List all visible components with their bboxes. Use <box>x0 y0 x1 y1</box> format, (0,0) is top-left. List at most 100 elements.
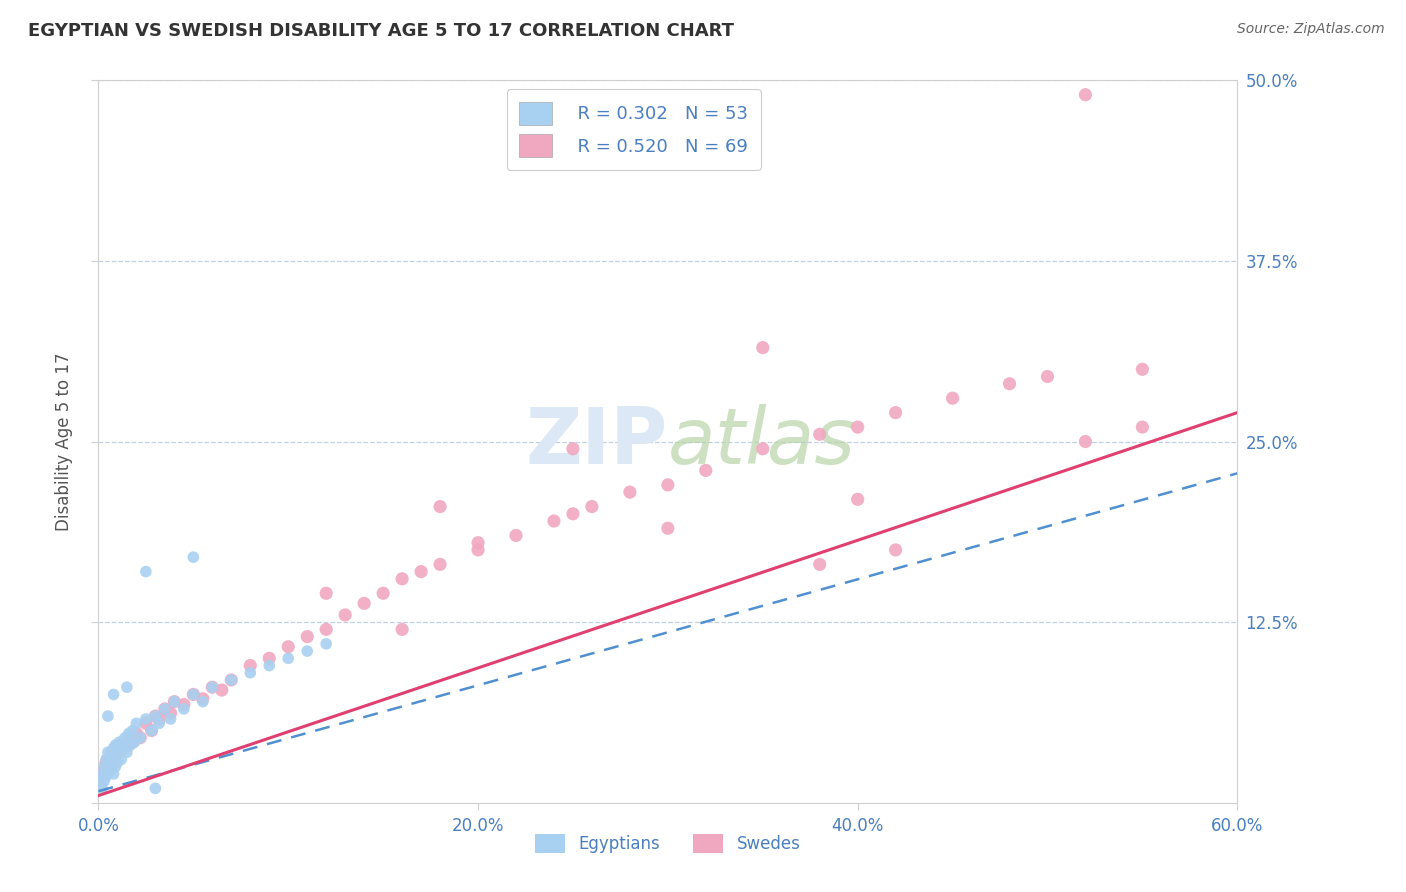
Point <box>211 683 233 698</box>
Point <box>103 687 125 701</box>
Point <box>148 712 170 726</box>
Point <box>94 752 117 766</box>
Point <box>98 764 121 778</box>
Point <box>93 774 115 789</box>
Point <box>98 760 121 774</box>
Point <box>103 752 125 766</box>
Point <box>97 709 120 723</box>
Point <box>125 726 148 740</box>
Point <box>808 558 831 572</box>
Point <box>942 391 965 405</box>
Point <box>100 745 122 759</box>
Point <box>129 731 152 745</box>
Point <box>135 712 157 726</box>
Point <box>752 442 775 456</box>
Point <box>153 702 176 716</box>
Point <box>808 427 831 442</box>
Point <box>104 760 127 774</box>
Point <box>315 637 337 651</box>
Point <box>114 731 136 745</box>
Point <box>135 716 157 731</box>
Point <box>94 770 117 784</box>
Point <box>129 731 152 745</box>
Point <box>752 341 775 355</box>
Point <box>121 735 143 749</box>
Point <box>173 698 195 712</box>
Point <box>103 767 125 781</box>
Point <box>467 542 489 557</box>
Point <box>1132 362 1154 376</box>
Point <box>159 712 181 726</box>
Point <box>104 740 127 755</box>
Legend: Egyptians, Swedes: Egyptians, Swedes <box>529 827 807 860</box>
Point <box>159 706 181 721</box>
Point <box>145 781 167 796</box>
Point <box>411 565 433 579</box>
Point <box>91 767 114 781</box>
Point <box>112 740 135 755</box>
Point <box>391 572 413 586</box>
Point <box>98 756 121 770</box>
Point <box>884 542 907 557</box>
Point <box>141 723 163 738</box>
Y-axis label: Disability Age 5 to 17: Disability Age 5 to 17 <box>55 352 73 531</box>
Point <box>335 607 357 622</box>
Point <box>89 779 111 793</box>
Point <box>163 695 186 709</box>
Point <box>371 586 394 600</box>
Point <box>118 726 141 740</box>
Point <box>846 492 869 507</box>
Point <box>97 745 120 759</box>
Point <box>124 735 146 749</box>
Point <box>467 535 489 549</box>
Point <box>429 558 451 572</box>
Point <box>657 521 679 535</box>
Point <box>297 644 319 658</box>
Point <box>297 630 319 644</box>
Point <box>429 500 451 514</box>
Point <box>115 745 138 759</box>
Point <box>125 716 148 731</box>
Point <box>657 478 679 492</box>
Point <box>153 702 176 716</box>
Point <box>998 376 1021 391</box>
Point <box>562 442 585 456</box>
Point <box>353 596 375 610</box>
Point <box>145 709 167 723</box>
Text: atlas: atlas <box>668 403 856 480</box>
Text: Source: ZipAtlas.com: Source: ZipAtlas.com <box>1237 22 1385 37</box>
Point <box>104 738 127 752</box>
Point <box>183 687 205 701</box>
Point <box>239 665 262 680</box>
Point <box>135 565 157 579</box>
Point <box>562 507 585 521</box>
Text: ZIP: ZIP <box>526 403 668 480</box>
Point <box>695 463 717 477</box>
Point <box>259 658 281 673</box>
Point <box>884 406 907 420</box>
Point <box>107 756 129 770</box>
Point <box>148 716 170 731</box>
Point <box>141 723 163 738</box>
Point <box>543 514 565 528</box>
Point <box>91 781 114 796</box>
Point <box>110 738 132 752</box>
Point <box>846 420 869 434</box>
Point <box>1074 434 1097 449</box>
Point <box>145 709 167 723</box>
Point <box>191 691 214 706</box>
Point <box>391 623 413 637</box>
Point <box>201 680 224 694</box>
Point <box>619 485 641 500</box>
Point <box>97 752 120 766</box>
Point <box>277 651 299 665</box>
Point <box>183 687 205 701</box>
Point <box>93 760 115 774</box>
Point <box>114 740 136 755</box>
Point <box>108 735 131 749</box>
Point <box>163 695 186 709</box>
Point <box>1036 369 1059 384</box>
Point <box>110 752 132 766</box>
Point <box>221 673 243 687</box>
Point <box>581 500 603 514</box>
